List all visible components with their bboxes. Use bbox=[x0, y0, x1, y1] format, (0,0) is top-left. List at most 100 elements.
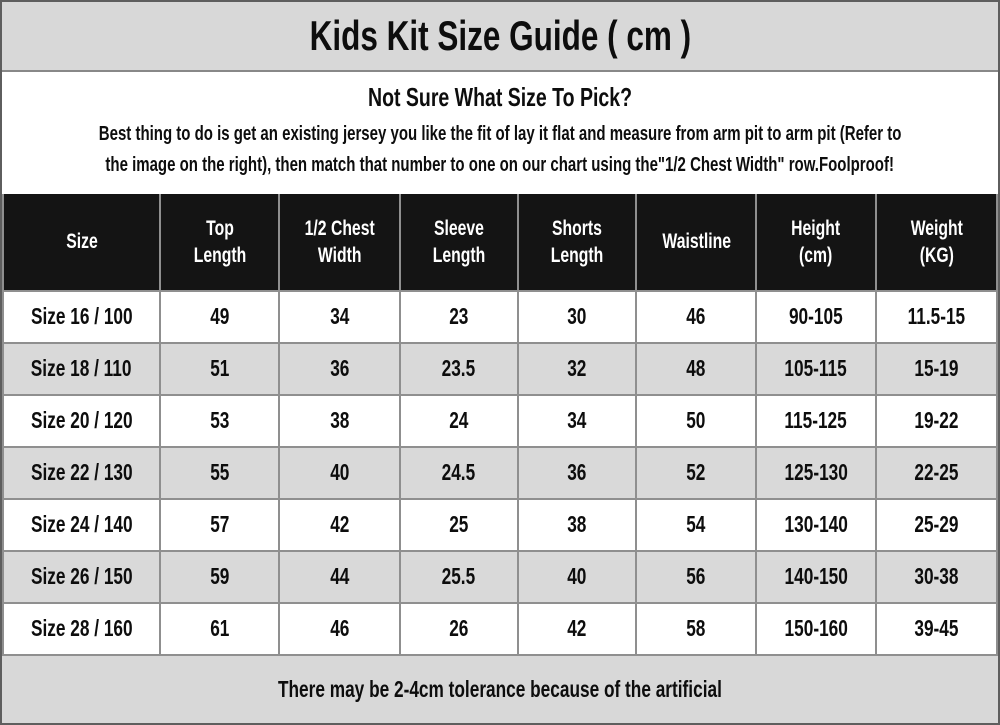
cell-value: 15-19 bbox=[914, 355, 959, 382]
cell-value: 57 bbox=[210, 511, 230, 538]
cell-value: 23.5 bbox=[441, 355, 476, 382]
cell-value: 19-22 bbox=[914, 407, 959, 434]
table-header-row: Size Top Length 1/2 Chest Width Sleeve Leng… bbox=[1, 194, 999, 292]
cell-value: 11.5-15 bbox=[907, 303, 966, 330]
row-size-label: Size 22 / 130 bbox=[1, 446, 162, 500]
table-cell: 44 bbox=[278, 550, 401, 604]
footer-note-bar: There may be 2-4cm tolerance because of … bbox=[2, 656, 998, 723]
table-cell: 40 bbox=[278, 446, 401, 500]
title-bar: Kids Kit Size Guide ( cm ) bbox=[2, 2, 998, 72]
table-cell: 30 bbox=[516, 290, 638, 344]
cell-value: 125-130 bbox=[784, 459, 848, 486]
cell-value: 23 bbox=[449, 303, 469, 330]
table-cell: 25 bbox=[398, 498, 519, 552]
cell-value: 25 bbox=[449, 511, 469, 538]
cell-value: Size 20 / 120 bbox=[30, 407, 133, 434]
table-cell: 24.5 bbox=[398, 446, 519, 500]
table-cell: 58 bbox=[635, 602, 758, 656]
cell-value: 130-140 bbox=[784, 511, 848, 538]
table-row: Size 24 / 140 57 42 25 38 54 130-140 25-29 bbox=[1, 498, 999, 552]
table-cell: 32 bbox=[516, 342, 638, 396]
row-size-label: Size 20 / 120 bbox=[1, 394, 162, 448]
cell-value: 44 bbox=[329, 563, 350, 590]
table-cell: 59 bbox=[159, 550, 281, 604]
table-cell: 125-130 bbox=[755, 446, 877, 500]
table-cell: 11.5-15 bbox=[874, 290, 999, 344]
column-header-2: 1/2 Chest Width bbox=[278, 194, 401, 292]
row-size-label: Size 16 / 100 bbox=[1, 290, 162, 344]
cell-value: 26 bbox=[449, 615, 469, 642]
cell-value: 36 bbox=[567, 459, 587, 486]
table-cell: 42 bbox=[516, 602, 638, 656]
column-header-label: Waistline bbox=[661, 230, 731, 254]
column-header-label: Size bbox=[65, 230, 98, 254]
table-cell: 54 bbox=[635, 498, 758, 552]
row-size-label: Size 24 / 140 bbox=[1, 498, 162, 552]
cell-value: Size 18 / 110 bbox=[31, 355, 132, 382]
cell-value: 115-125 bbox=[784, 407, 848, 434]
cell-value: Size 22 / 130 bbox=[30, 459, 133, 486]
row-size-label: Size 28 / 160 bbox=[1, 602, 162, 656]
intro-text-line-2: the image on the right), then match that… bbox=[105, 153, 895, 176]
table-row: Size 22 / 130 55 40 24.5 36 52 125-130 22-25 bbox=[1, 446, 999, 500]
cell-value: 56 bbox=[686, 563, 706, 590]
table-cell: 105-115 bbox=[755, 342, 877, 396]
table-cell: 51 bbox=[159, 342, 281, 396]
cell-value: Size 16 / 100 bbox=[30, 303, 133, 330]
cell-value: 46 bbox=[329, 615, 350, 642]
column-header-label: Shorts Length bbox=[550, 216, 604, 267]
table-cell: 38 bbox=[278, 394, 401, 448]
cell-value: 36 bbox=[329, 355, 350, 382]
cell-value: Size 24 / 140 bbox=[30, 511, 133, 538]
table-cell: 34 bbox=[516, 394, 638, 448]
cell-value: 34 bbox=[329, 303, 350, 330]
table-row: Size 16 / 100 49 34 23 30 46 90-105 11.5-15 bbox=[1, 290, 999, 344]
cell-value: 51 bbox=[210, 355, 230, 382]
column-header-3: Sleeve Length bbox=[398, 194, 519, 292]
table-cell: 52 bbox=[635, 446, 758, 500]
table-cell: 42 bbox=[278, 498, 401, 552]
cell-value: 42 bbox=[567, 615, 587, 642]
table-cell: 40 bbox=[516, 550, 638, 604]
table-cell: 34 bbox=[278, 290, 401, 344]
table-cell: 49 bbox=[159, 290, 281, 344]
table-row: Size 20 / 120 53 38 24 34 50 115-125 19-22 bbox=[1, 394, 999, 448]
table-cell: 30-38 bbox=[874, 550, 999, 604]
table-cell: 140-150 bbox=[755, 550, 877, 604]
cell-value: Size 28 / 160 bbox=[30, 615, 133, 642]
cell-value: 40 bbox=[329, 459, 350, 486]
cell-value: 49 bbox=[210, 303, 230, 330]
cell-value: 58 bbox=[686, 615, 706, 642]
table-cell: 23.5 bbox=[398, 342, 519, 396]
table-cell: 53 bbox=[159, 394, 281, 448]
cell-value: 105-115 bbox=[784, 355, 848, 382]
cell-value: 53 bbox=[210, 407, 230, 434]
table-cell: 24 bbox=[398, 394, 519, 448]
cell-value: 50 bbox=[686, 407, 706, 434]
table-cell: 57 bbox=[159, 498, 281, 552]
cell-value: 40 bbox=[567, 563, 587, 590]
cell-value: 24.5 bbox=[441, 459, 476, 486]
table-cell: 38 bbox=[516, 498, 638, 552]
table-cell: 25-29 bbox=[874, 498, 999, 552]
column-header-7: Weight (KG) bbox=[874, 194, 999, 292]
table-cell: 26 bbox=[398, 602, 519, 656]
cell-value: 46 bbox=[686, 303, 706, 330]
table-cell: 46 bbox=[635, 290, 758, 344]
column-header-label: Height (cm) bbox=[791, 216, 841, 267]
cell-value: 39-45 bbox=[914, 615, 959, 642]
intro-section: Not Sure What Size To Pick? Best thing t… bbox=[2, 72, 998, 194]
column-header-4: Shorts Length bbox=[516, 194, 638, 292]
cell-value: 22-25 bbox=[914, 459, 959, 486]
table-cell: 115-125 bbox=[755, 394, 877, 448]
cell-value: 59 bbox=[210, 563, 230, 590]
cell-value: 32 bbox=[567, 355, 587, 382]
cell-value: 34 bbox=[567, 407, 587, 434]
column-header-label: Weight (KG) bbox=[910, 216, 963, 267]
intro-text-line-1: Best thing to do is get an existing jers… bbox=[98, 122, 902, 145]
column-header-label: Top Length bbox=[193, 216, 246, 267]
table-cell: 19-22 bbox=[874, 394, 999, 448]
table-cell: 15-19 bbox=[874, 342, 999, 396]
cell-value: 30 bbox=[567, 303, 587, 330]
cell-value: 54 bbox=[686, 511, 706, 538]
